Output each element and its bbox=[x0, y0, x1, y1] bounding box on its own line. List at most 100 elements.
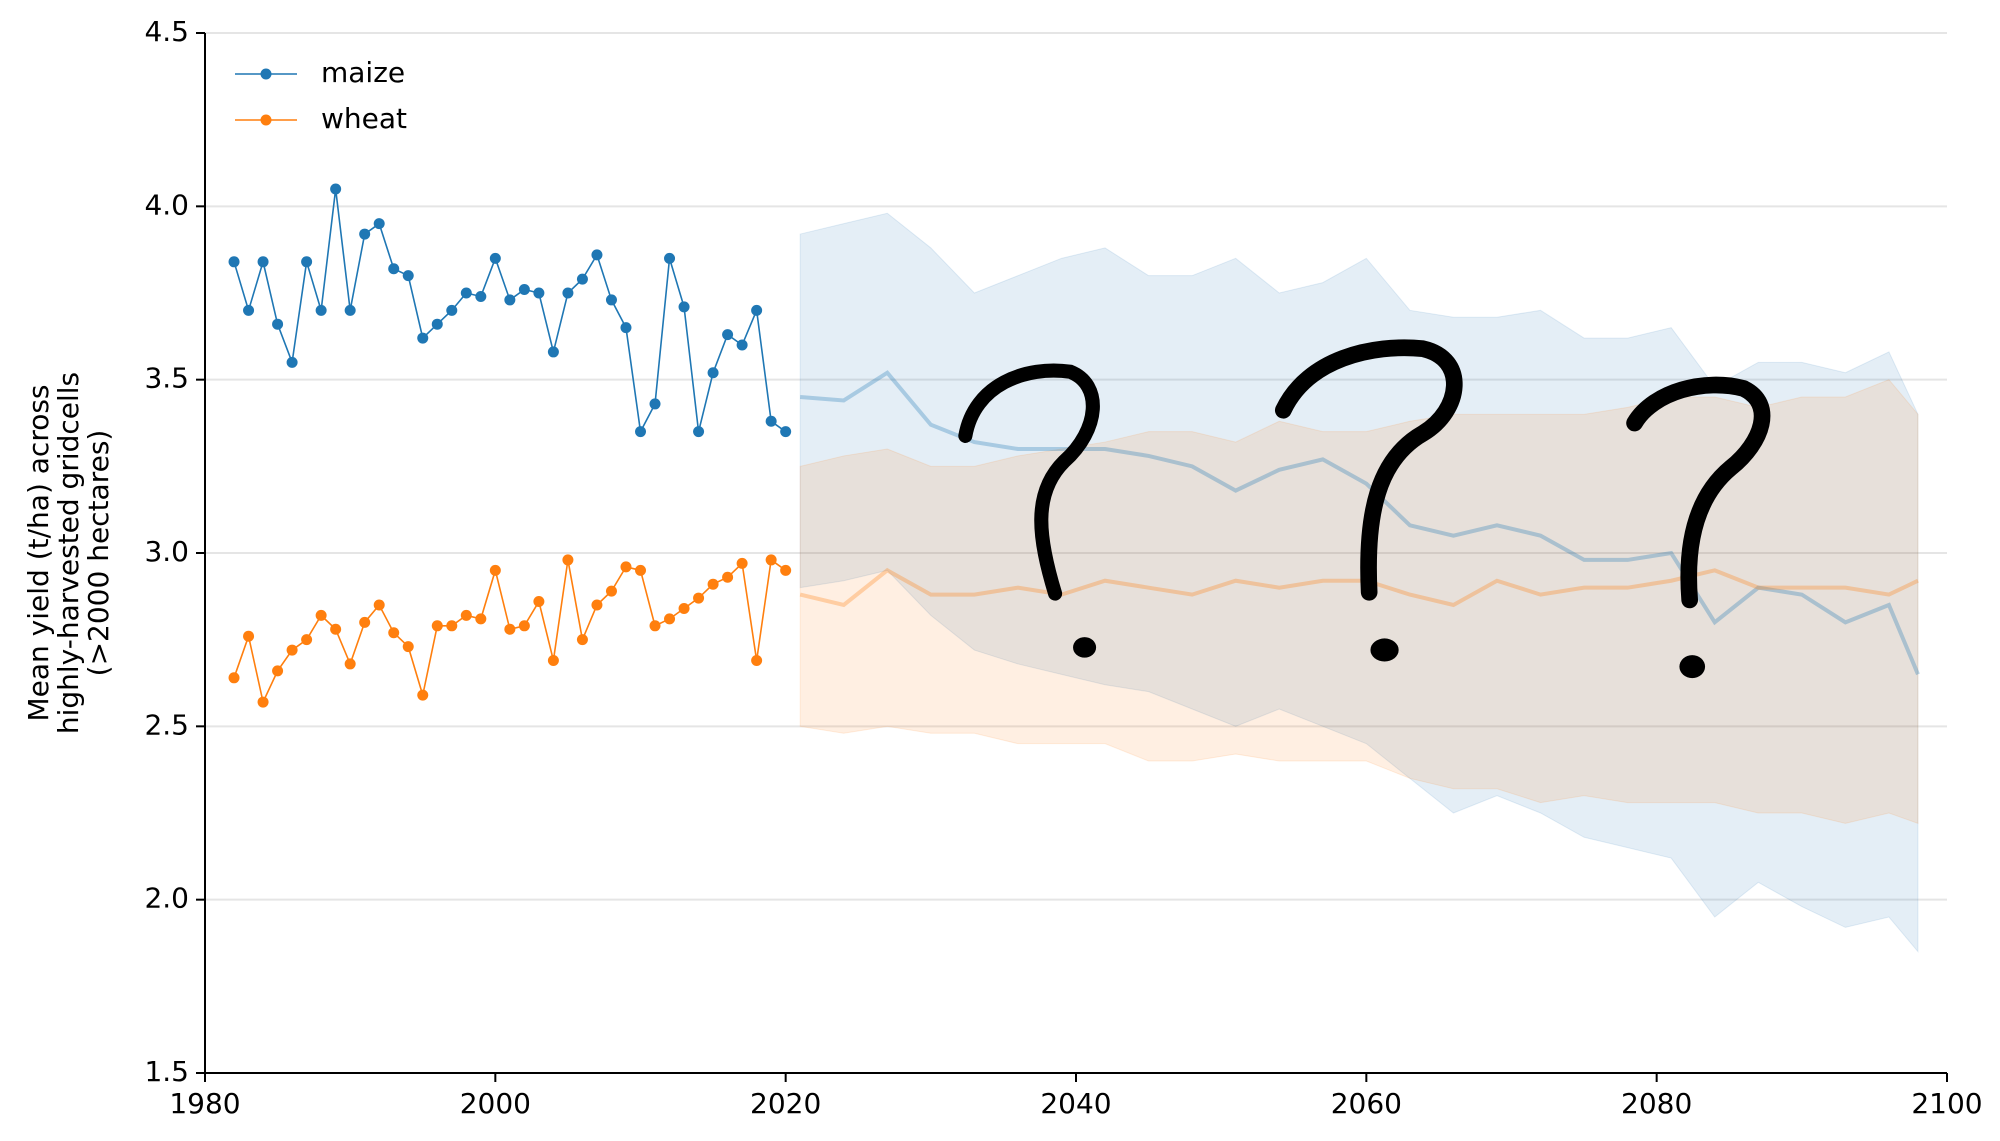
observed-point bbox=[417, 332, 429, 344]
observed-point bbox=[707, 578, 719, 590]
x-tick-label: 2040 bbox=[1040, 1087, 1111, 1120]
observed-point bbox=[664, 252, 676, 264]
projection-mean-line bbox=[800, 370, 1920, 676]
observed-point bbox=[620, 322, 632, 334]
observed-point bbox=[635, 564, 646, 576]
y-axis-label: Mean yield (t/ha) acrosshighly-harvested… bbox=[22, 372, 115, 734]
plot-area: 1.5 2.0 2.5 3.0 3.5 4.0 4.5 1980 2000 2020 2040 206… bbox=[22, 15, 1983, 1120]
observed-point bbox=[576, 273, 588, 285]
observed-point bbox=[547, 346, 559, 358]
observed-point bbox=[446, 620, 458, 632]
observed-point bbox=[475, 290, 487, 302]
observed-point bbox=[533, 287, 545, 299]
question-dot bbox=[1370, 638, 1399, 662]
observed-point bbox=[504, 623, 516, 635]
observed-point bbox=[257, 696, 269, 708]
observed-point bbox=[489, 252, 501, 264]
observed-point bbox=[780, 564, 792, 576]
observed-point bbox=[518, 620, 530, 632]
observed-point bbox=[344, 658, 356, 670]
x-tick-label: 2080 bbox=[1621, 1087, 1692, 1120]
question-mark bbox=[958, 363, 1100, 601]
observed-point bbox=[722, 329, 734, 341]
observed-point bbox=[330, 183, 342, 195]
legend-label: maize bbox=[321, 56, 405, 89]
question-mark bbox=[1626, 376, 1771, 609]
bands bbox=[799, 212, 1919, 954]
y-tick-label: 4.0 bbox=[144, 188, 189, 221]
observed-point bbox=[591, 599, 603, 611]
observed-point bbox=[693, 592, 705, 604]
observed-point bbox=[315, 304, 327, 316]
observed-point bbox=[417, 689, 429, 701]
observed-point bbox=[736, 339, 748, 351]
observed-point bbox=[489, 564, 501, 576]
observed-point bbox=[736, 557, 748, 569]
observed-point bbox=[678, 602, 690, 614]
observed-point bbox=[228, 672, 240, 684]
observed-point bbox=[751, 654, 763, 666]
projection-band bbox=[799, 379, 1919, 825]
observed-point bbox=[765, 554, 777, 566]
y-axis-label-line: highly-harvested gridcells bbox=[52, 372, 85, 734]
lines bbox=[228, 183, 1920, 708]
observed-point bbox=[301, 256, 313, 268]
observed-point bbox=[620, 561, 632, 573]
observed-point bbox=[562, 287, 574, 299]
question-dot bbox=[1073, 637, 1097, 658]
observed-point bbox=[707, 367, 719, 379]
x-tick-label: 2060 bbox=[1331, 1087, 1402, 1120]
observed-point bbox=[780, 426, 792, 438]
observed-point bbox=[460, 609, 472, 621]
observed-point bbox=[402, 270, 414, 282]
observed-point bbox=[678, 301, 690, 313]
observed-point bbox=[591, 249, 603, 261]
observed-point bbox=[533, 596, 545, 608]
y-axis-label-line: (>2000 hectares) bbox=[82, 430, 115, 677]
observed-point bbox=[243, 304, 255, 316]
observed-point bbox=[344, 304, 356, 316]
observed-point bbox=[286, 356, 298, 368]
observed-point bbox=[301, 634, 313, 646]
observed-point bbox=[315, 609, 327, 621]
y-axis-label-line: Mean yield (t/ha) across bbox=[22, 384, 55, 721]
observed-point bbox=[649, 620, 661, 632]
projection-band bbox=[799, 212, 1919, 954]
observed-point bbox=[373, 599, 385, 611]
x-tick-label: 2000 bbox=[460, 1087, 531, 1120]
question-mark bbox=[1274, 339, 1463, 601]
observed-point bbox=[257, 256, 269, 268]
observed-point bbox=[388, 627, 400, 639]
question-marks bbox=[958, 339, 1771, 679]
question-dot bbox=[1679, 655, 1706, 679]
x-tick-label: 1980 bbox=[169, 1087, 240, 1120]
y-tick-label: 1.5 bbox=[144, 1055, 189, 1088]
observed-point bbox=[431, 620, 443, 632]
observed-point bbox=[359, 616, 371, 628]
observed-point bbox=[765, 415, 777, 427]
y-tick-label: 3.0 bbox=[144, 535, 189, 568]
observed-point bbox=[518, 284, 530, 296]
legend-label: wheat bbox=[321, 102, 407, 135]
observed-point bbox=[330, 623, 342, 635]
observed-point bbox=[605, 294, 617, 306]
observed-point bbox=[751, 304, 763, 316]
observed-point bbox=[475, 613, 487, 625]
observed-point bbox=[460, 287, 472, 299]
observed-point bbox=[286, 644, 298, 656]
y-tick-label: 2.0 bbox=[144, 882, 189, 915]
observed-point bbox=[243, 630, 255, 642]
observed-point bbox=[576, 634, 588, 646]
observed-point bbox=[272, 665, 284, 677]
observed-point bbox=[446, 304, 458, 316]
observed-point bbox=[722, 571, 734, 583]
observed-point bbox=[402, 641, 414, 653]
observed-point bbox=[649, 398, 661, 410]
y-tick-label: 4.5 bbox=[144, 15, 189, 48]
observed-point bbox=[431, 318, 443, 330]
observed-point bbox=[693, 426, 705, 438]
observed-point bbox=[228, 256, 240, 268]
observed-point bbox=[605, 585, 617, 597]
legend-marker bbox=[260, 68, 272, 80]
